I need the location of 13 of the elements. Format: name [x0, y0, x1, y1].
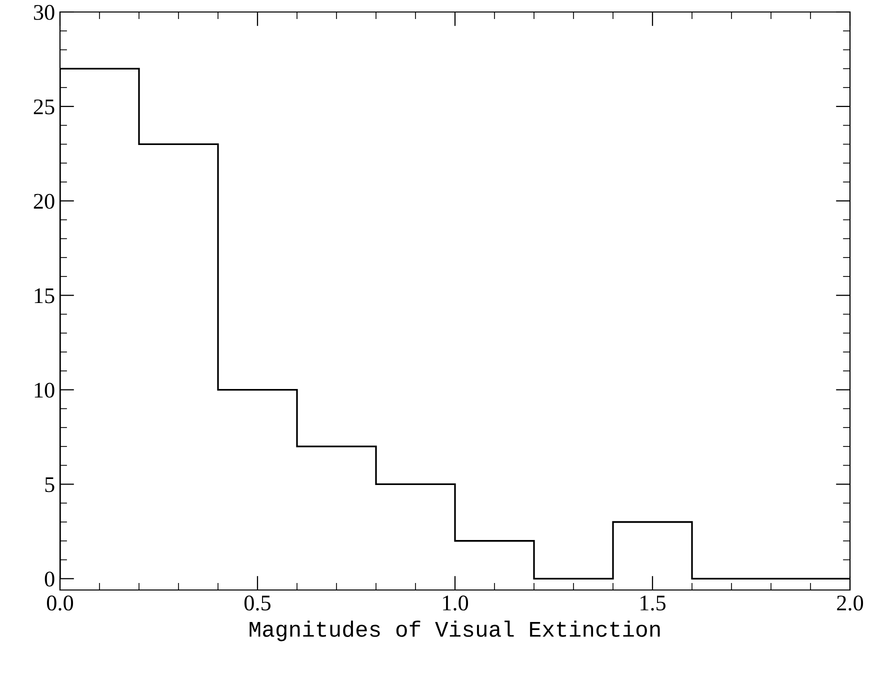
y-tick-label: 10	[34, 382, 54, 398]
y-tick-label: 0	[44, 572, 54, 587]
x-tick-label: 1.0	[443, 596, 468, 611]
y-tick-label: 5	[45, 477, 54, 492]
x-tick-label: 1.5	[640, 596, 666, 611]
x-tick-label: 0.5	[244, 596, 271, 611]
y-tick-label: 30	[34, 4, 54, 20]
y-tick-label: 25	[34, 99, 54, 114]
y-tick-label: 15	[34, 288, 54, 304]
x-tick-label: 0.0	[46, 596, 74, 611]
x-tick-label: 2.0	[837, 596, 864, 611]
x-axis-title: Magnitudes of Visual Extinction	[250, 620, 660, 642]
y-tick-label: 20	[34, 194, 54, 209]
